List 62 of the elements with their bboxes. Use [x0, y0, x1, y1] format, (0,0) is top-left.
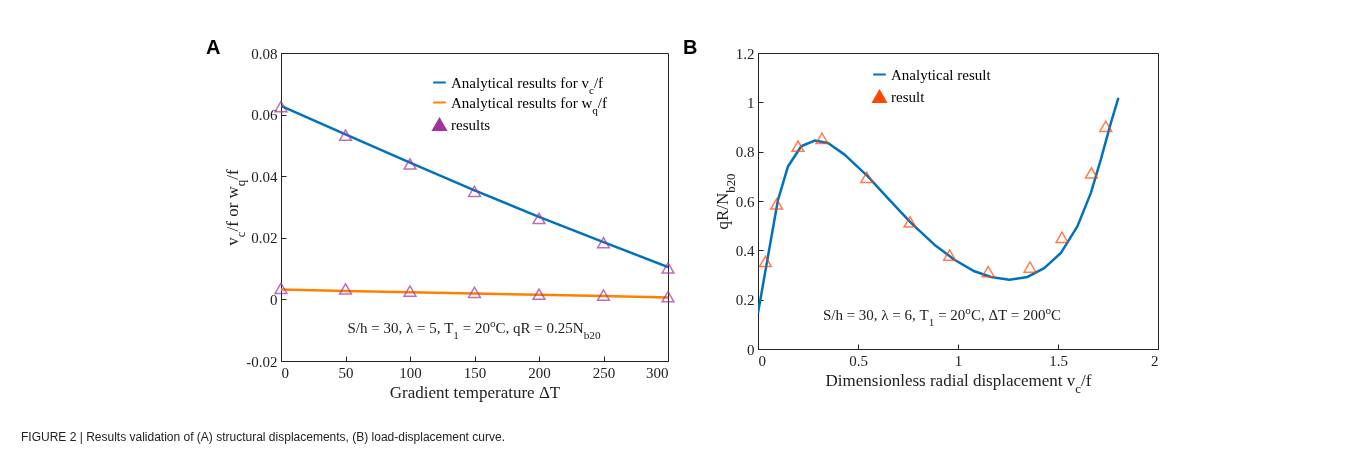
point [1023, 261, 1037, 273]
y-tick-label: 0 [270, 291, 278, 308]
point [532, 212, 546, 225]
y-tick-label: 0.06 [251, 107, 278, 124]
point [403, 285, 417, 297]
point [791, 140, 805, 153]
y-tick-label: 0.2 [735, 292, 755, 309]
legend-label: Analytical results for w$_{q}$/f [451, 94, 608, 116]
x-tick-label: 1 [954, 352, 963, 369]
point [860, 171, 874, 184]
point [403, 158, 417, 170]
point [467, 286, 482, 299]
point [596, 236, 611, 249]
y-tick-label: 0.08 [251, 45, 278, 62]
point [1084, 167, 1099, 179]
point [1055, 231, 1069, 244]
y-tick-label: 0.8 [735, 144, 755, 161]
point [338, 283, 353, 295]
point [596, 289, 611, 301]
point [467, 185, 482, 198]
y-tick-label: 0.02 [251, 230, 278, 247]
x-axis-title: Gradient temperature ΔT [389, 382, 561, 402]
x-tick-label: 1.5 [1049, 352, 1068, 369]
x-tick-label: 0.5 [849, 352, 868, 369]
x-tick-label: 0 [758, 352, 766, 369]
x-tick-label: 100 [399, 364, 422, 381]
legend-label: result [891, 88, 926, 105]
point [532, 288, 546, 301]
legend-label: Analytical results for v$_{c}$/f [451, 74, 604, 96]
y-tick-label: 0.6 [735, 193, 755, 210]
y-tick-label: 1 [747, 94, 755, 111]
point [815, 132, 829, 145]
legend-label: Analytical result [891, 66, 992, 83]
point [769, 198, 784, 210]
y-tick-label: 0.04 [251, 168, 278, 185]
x-tick-label: 150 [463, 364, 487, 381]
y-tick-label: 1.2 [735, 45, 755, 62]
chart-title: B [683, 36, 698, 58]
y-tick-label: -0.02 [246, 353, 278, 370]
point [903, 216, 917, 228]
point [942, 249, 957, 261]
point [338, 129, 353, 142]
point [274, 282, 288, 295]
x-tick-label: 0 [281, 364, 289, 381]
point [758, 255, 773, 268]
point [661, 290, 675, 303]
point [661, 262, 675, 274]
caption: FIGURE 2 | Results validation of (A) structural displacements, (B) load-displacement curve. [21, 430, 505, 444]
x-axis-title: Dimensionless radial displacement v$_{c}$/f [825, 370, 1092, 396]
x-tick-label: 50 [338, 364, 354, 381]
chart-title: A [206, 36, 221, 58]
legend-label: results [451, 116, 491, 133]
x-tick-label: 200 [528, 364, 551, 381]
point [1099, 120, 1113, 133]
x-tick-label: 250 [592, 364, 616, 381]
point [981, 265, 995, 278]
y-tick-label: 0.4 [735, 242, 755, 259]
annotation: S/h = 30, λ = 6, T$_{1}$ = 20$^{o}$C, ΔT = 200$^{o}$C [822, 304, 1062, 328]
x-tick-label: 300 [646, 364, 669, 381]
annotation: S/h = 30, λ = 5, T$_{1}$ = 20$^{o}$C, qR = 0.25N$_{b20}$ [347, 317, 601, 341]
x-tick-label: 2 [1151, 352, 1159, 369]
y-tick-label: 0 [747, 341, 755, 358]
